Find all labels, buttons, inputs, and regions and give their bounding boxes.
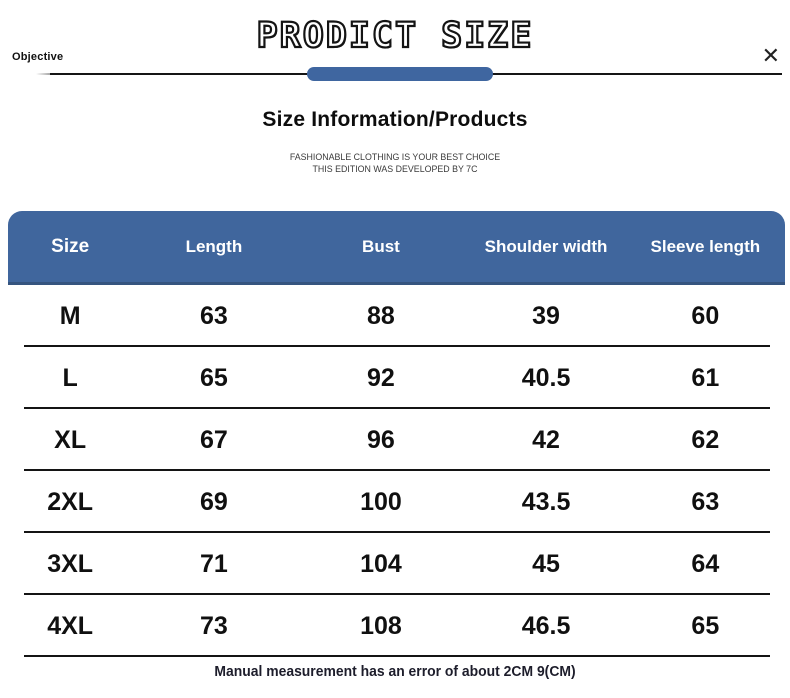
cell-bust: 92 — [367, 363, 395, 392]
title-underline-bar — [307, 67, 493, 81]
row-divider — [24, 407, 770, 409]
cell-length: 69 — [199, 487, 228, 516]
row-divider — [24, 469, 770, 471]
table-row: L 65 92 40.5 61 — [8, 347, 785, 409]
cell-size: L — [62, 363, 78, 392]
cell-sleeve-length: 65 — [691, 611, 720, 640]
cell-bust: 88 — [367, 301, 395, 330]
cell-shoulder-width: 45 — [532, 549, 560, 578]
column-header-length: Length — [185, 236, 243, 256]
cell-length: 71 — [199, 549, 228, 578]
row-divider — [24, 531, 770, 533]
page-title: PRODICT SIZE — [255, 15, 534, 57]
cell-shoulder-width: 40.5 — [521, 363, 571, 392]
column-header-bust: Bust — [362, 236, 400, 256]
cell-size: 4XL — [47, 611, 94, 640]
size-table-header: Size Length Bust Shoulder width Sleeve l… — [8, 211, 785, 285]
cell-length: 63 — [199, 301, 228, 330]
table-row: XL 67 96 42 62 — [8, 409, 785, 471]
row-divider — [24, 655, 770, 657]
cell-sleeve-length: 60 — [691, 301, 720, 330]
size-table: Size Length Bust Shoulder width Sleeve l… — [8, 211, 785, 657]
table-row: 4XL 73 108 46.5 65 — [8, 595, 785, 657]
table-row: M 63 88 39 60 — [8, 285, 785, 347]
row-divider — [24, 593, 770, 595]
subtitle-text: FASHIONABLE CLOTHING IS YOUR BEST CHOICE… — [28, 152, 763, 175]
cell-size: M — [59, 301, 81, 330]
cell-shoulder-width: 43.5 — [521, 487, 571, 516]
cell-sleeve-length: 62 — [691, 425, 720, 454]
cell-bust: 96 — [367, 425, 395, 454]
table-row: 3XL 71 104 45 64 — [8, 533, 785, 595]
close-icon[interactable]: ✕ — [761, 43, 780, 68]
cell-shoulder-width: 39 — [532, 301, 560, 330]
column-header-size: Size — [51, 235, 90, 257]
cell-length: 65 — [199, 363, 228, 392]
cell-size: XL — [54, 425, 87, 454]
cell-size: 2XL — [47, 487, 94, 516]
cell-bust: 108 — [360, 611, 402, 640]
objective-label: Objective — [12, 51, 64, 63]
cell-sleeve-length: 63 — [691, 487, 720, 516]
cell-sleeve-length: 61 — [691, 363, 720, 392]
cell-length: 67 — [199, 425, 228, 454]
table-row: 2XL 69 100 43.5 63 — [8, 471, 785, 533]
cell-shoulder-width: 46.5 — [521, 611, 571, 640]
cell-bust: 100 — [360, 487, 402, 516]
section-heading: Size Information/Products — [262, 108, 528, 131]
subtitle-line-1: FASHIONABLE CLOTHING IS YOUR BEST CHOICE — [289, 152, 501, 163]
subtitle-line-2: THIS EDITION WAS DEVELOPED BY 7C — [312, 163, 478, 175]
measurement-disclaimer: Manual measurement has an error of about… — [214, 664, 576, 680]
row-divider — [24, 345, 770, 347]
cell-size: 3XL — [47, 549, 94, 578]
top-rule-fade — [36, 73, 52, 75]
cell-sleeve-length: 64 — [691, 549, 720, 578]
cell-length: 73 — [199, 611, 228, 640]
column-header-sleeve-length: Sleeve length — [650, 236, 761, 256]
column-header-shoulder-width: Shoulder width — [484, 236, 608, 256]
cell-shoulder-width: 42 — [532, 425, 560, 454]
cell-bust: 104 — [360, 549, 402, 578]
